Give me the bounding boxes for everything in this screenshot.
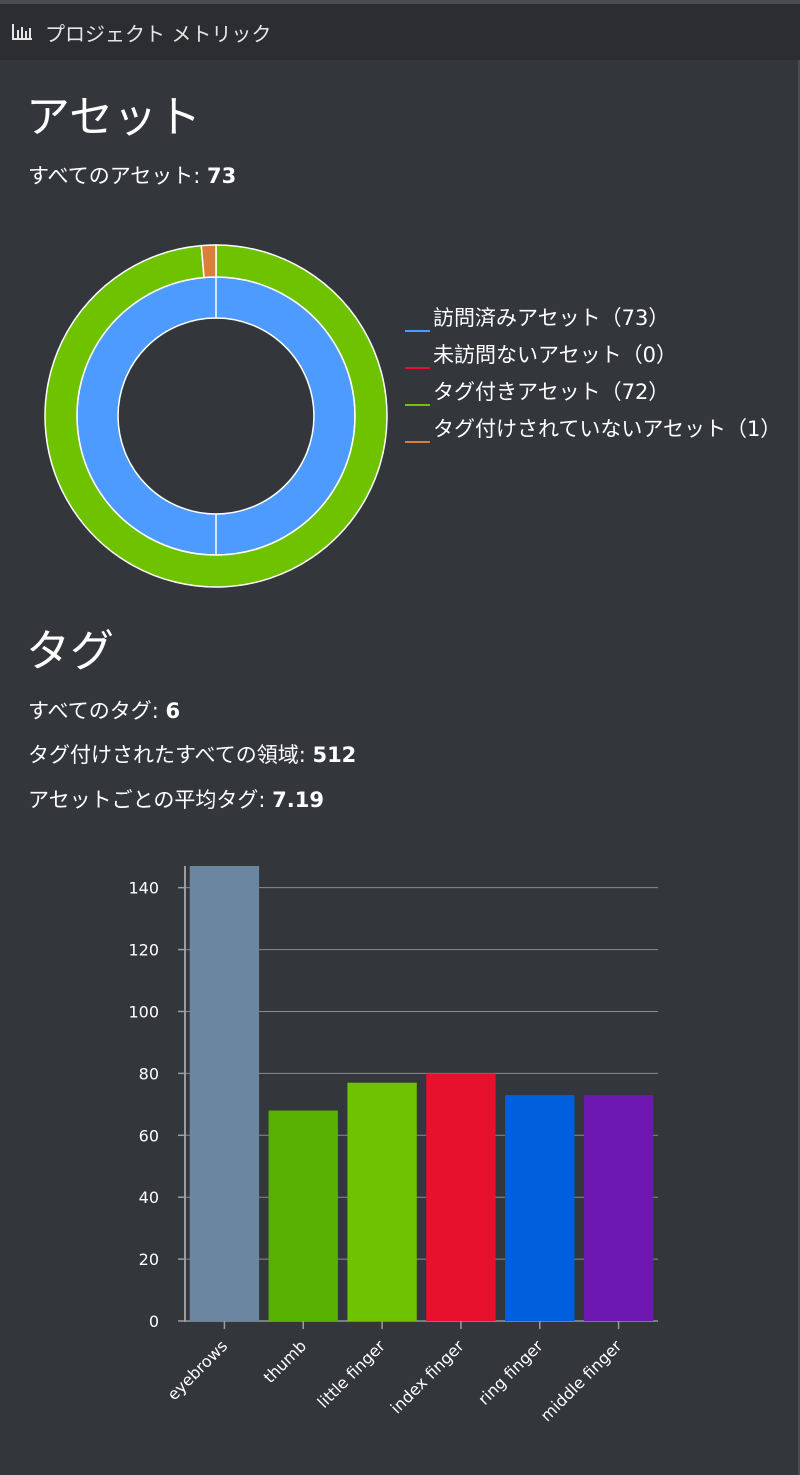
- avg-tags-value: 7.19: [272, 788, 324, 812]
- bar-middle-finger[interactable]: [583, 1095, 654, 1321]
- avg-tags-label: アセットごとの平均タグ:: [28, 788, 266, 812]
- donut-slice-inner-0[interactable]: [76, 276, 356, 556]
- legend-item-untagged[interactable]: タグ付けされていないアセット（1）: [405, 411, 781, 448]
- tags-total: すべてのタグ: 6: [28, 701, 180, 722]
- legend-label: 訪問済みアセット（73）: [433, 306, 670, 330]
- legend-label: 未訪問ないアセット（0）: [433, 343, 677, 367]
- tags-heading: タグ: [26, 626, 114, 677]
- y-tick-label: 60: [139, 1126, 159, 1145]
- legend-item-visited[interactable]: 訪問済みアセット（73）: [405, 300, 775, 337]
- y-tick-label: 120: [128, 941, 159, 960]
- bar-ring-finger[interactable]: [505, 1095, 575, 1321]
- assets-total: すべてのアセット: 73: [28, 166, 236, 187]
- x-tick-label: index finger: [387, 1336, 468, 1417]
- bar-index-finger[interactable]: [426, 1073, 496, 1321]
- y-tick-label: 20: [139, 1250, 159, 1269]
- donut-slice-outer-0[interactable]: [44, 244, 388, 588]
- page-title: プロジェクト メトリック: [45, 22, 272, 46]
- tags-total-label: すべてのタグ:: [28, 699, 159, 723]
- bar-thumb[interactable]: [268, 1110, 338, 1321]
- tags-total-value: 6: [165, 699, 181, 723]
- x-tick-label: ring finger: [474, 1336, 547, 1409]
- tagged-regions-label: タグ付けされたすべての領域:: [28, 743, 306, 767]
- y-tick-label: 80: [139, 1064, 159, 1083]
- tagged-regions: タグ付けされたすべての領域: 512: [28, 745, 356, 766]
- legend-swatch: [405, 441, 430, 443]
- y-tick-label: 40: [139, 1188, 159, 1207]
- tagged-regions-value: 512: [312, 743, 357, 767]
- legend-label: タグ付けされていないアセット（1）: [433, 417, 782, 441]
- bar-little-finger[interactable]: [347, 1082, 417, 1321]
- scrollbar-track[interactable]: [798, 60, 800, 1475]
- legend-swatch: [405, 330, 430, 332]
- x-tick-label: thumb: [260, 1336, 310, 1386]
- legend-item-unvisited[interactable]: 未訪問ないアセット（0）: [405, 337, 775, 374]
- assets-total-value: 73: [207, 164, 237, 188]
- donut-legend: 訪問済みアセット（73） 未訪問ないアセット（0） タグ付きアセット（72） タ…: [405, 300, 781, 448]
- x-tick-label: eyebrows: [164, 1336, 232, 1404]
- legend-label: タグ付きアセット（72）: [433, 380, 670, 404]
- legend-swatch: [405, 367, 430, 369]
- bar-chart-icon: [12, 24, 32, 40]
- title-bar: プロジェクト メトリック: [0, 0, 800, 60]
- assets-heading: アセット: [26, 92, 202, 143]
- y-tick-label: 100: [128, 1002, 159, 1021]
- y-tick-label: 0: [149, 1312, 159, 1331]
- tags-bar-chart: 0 20 40 60 80 100 120 140 eyebrows thumb little fi…: [128, 866, 658, 1425]
- legend-item-tagged[interactable]: タグ付きアセット（72）: [405, 374, 775, 411]
- assets-total-label: すべてのアセット:: [28, 164, 201, 188]
- avg-tags: アセットごとの平均タグ: 7.19: [28, 790, 324, 811]
- y-tick-label: 140: [128, 879, 159, 898]
- bar-eyebrows[interactable]: [189, 866, 260, 1321]
- legend-swatch: [405, 404, 430, 406]
- x-tick-label: little finger: [314, 1336, 390, 1412]
- x-tick-label: middle finger: [537, 1336, 626, 1425]
- donut-slice-outer-1[interactable]: [200, 244, 217, 279]
- assets-donut-chart: [44, 244, 388, 588]
